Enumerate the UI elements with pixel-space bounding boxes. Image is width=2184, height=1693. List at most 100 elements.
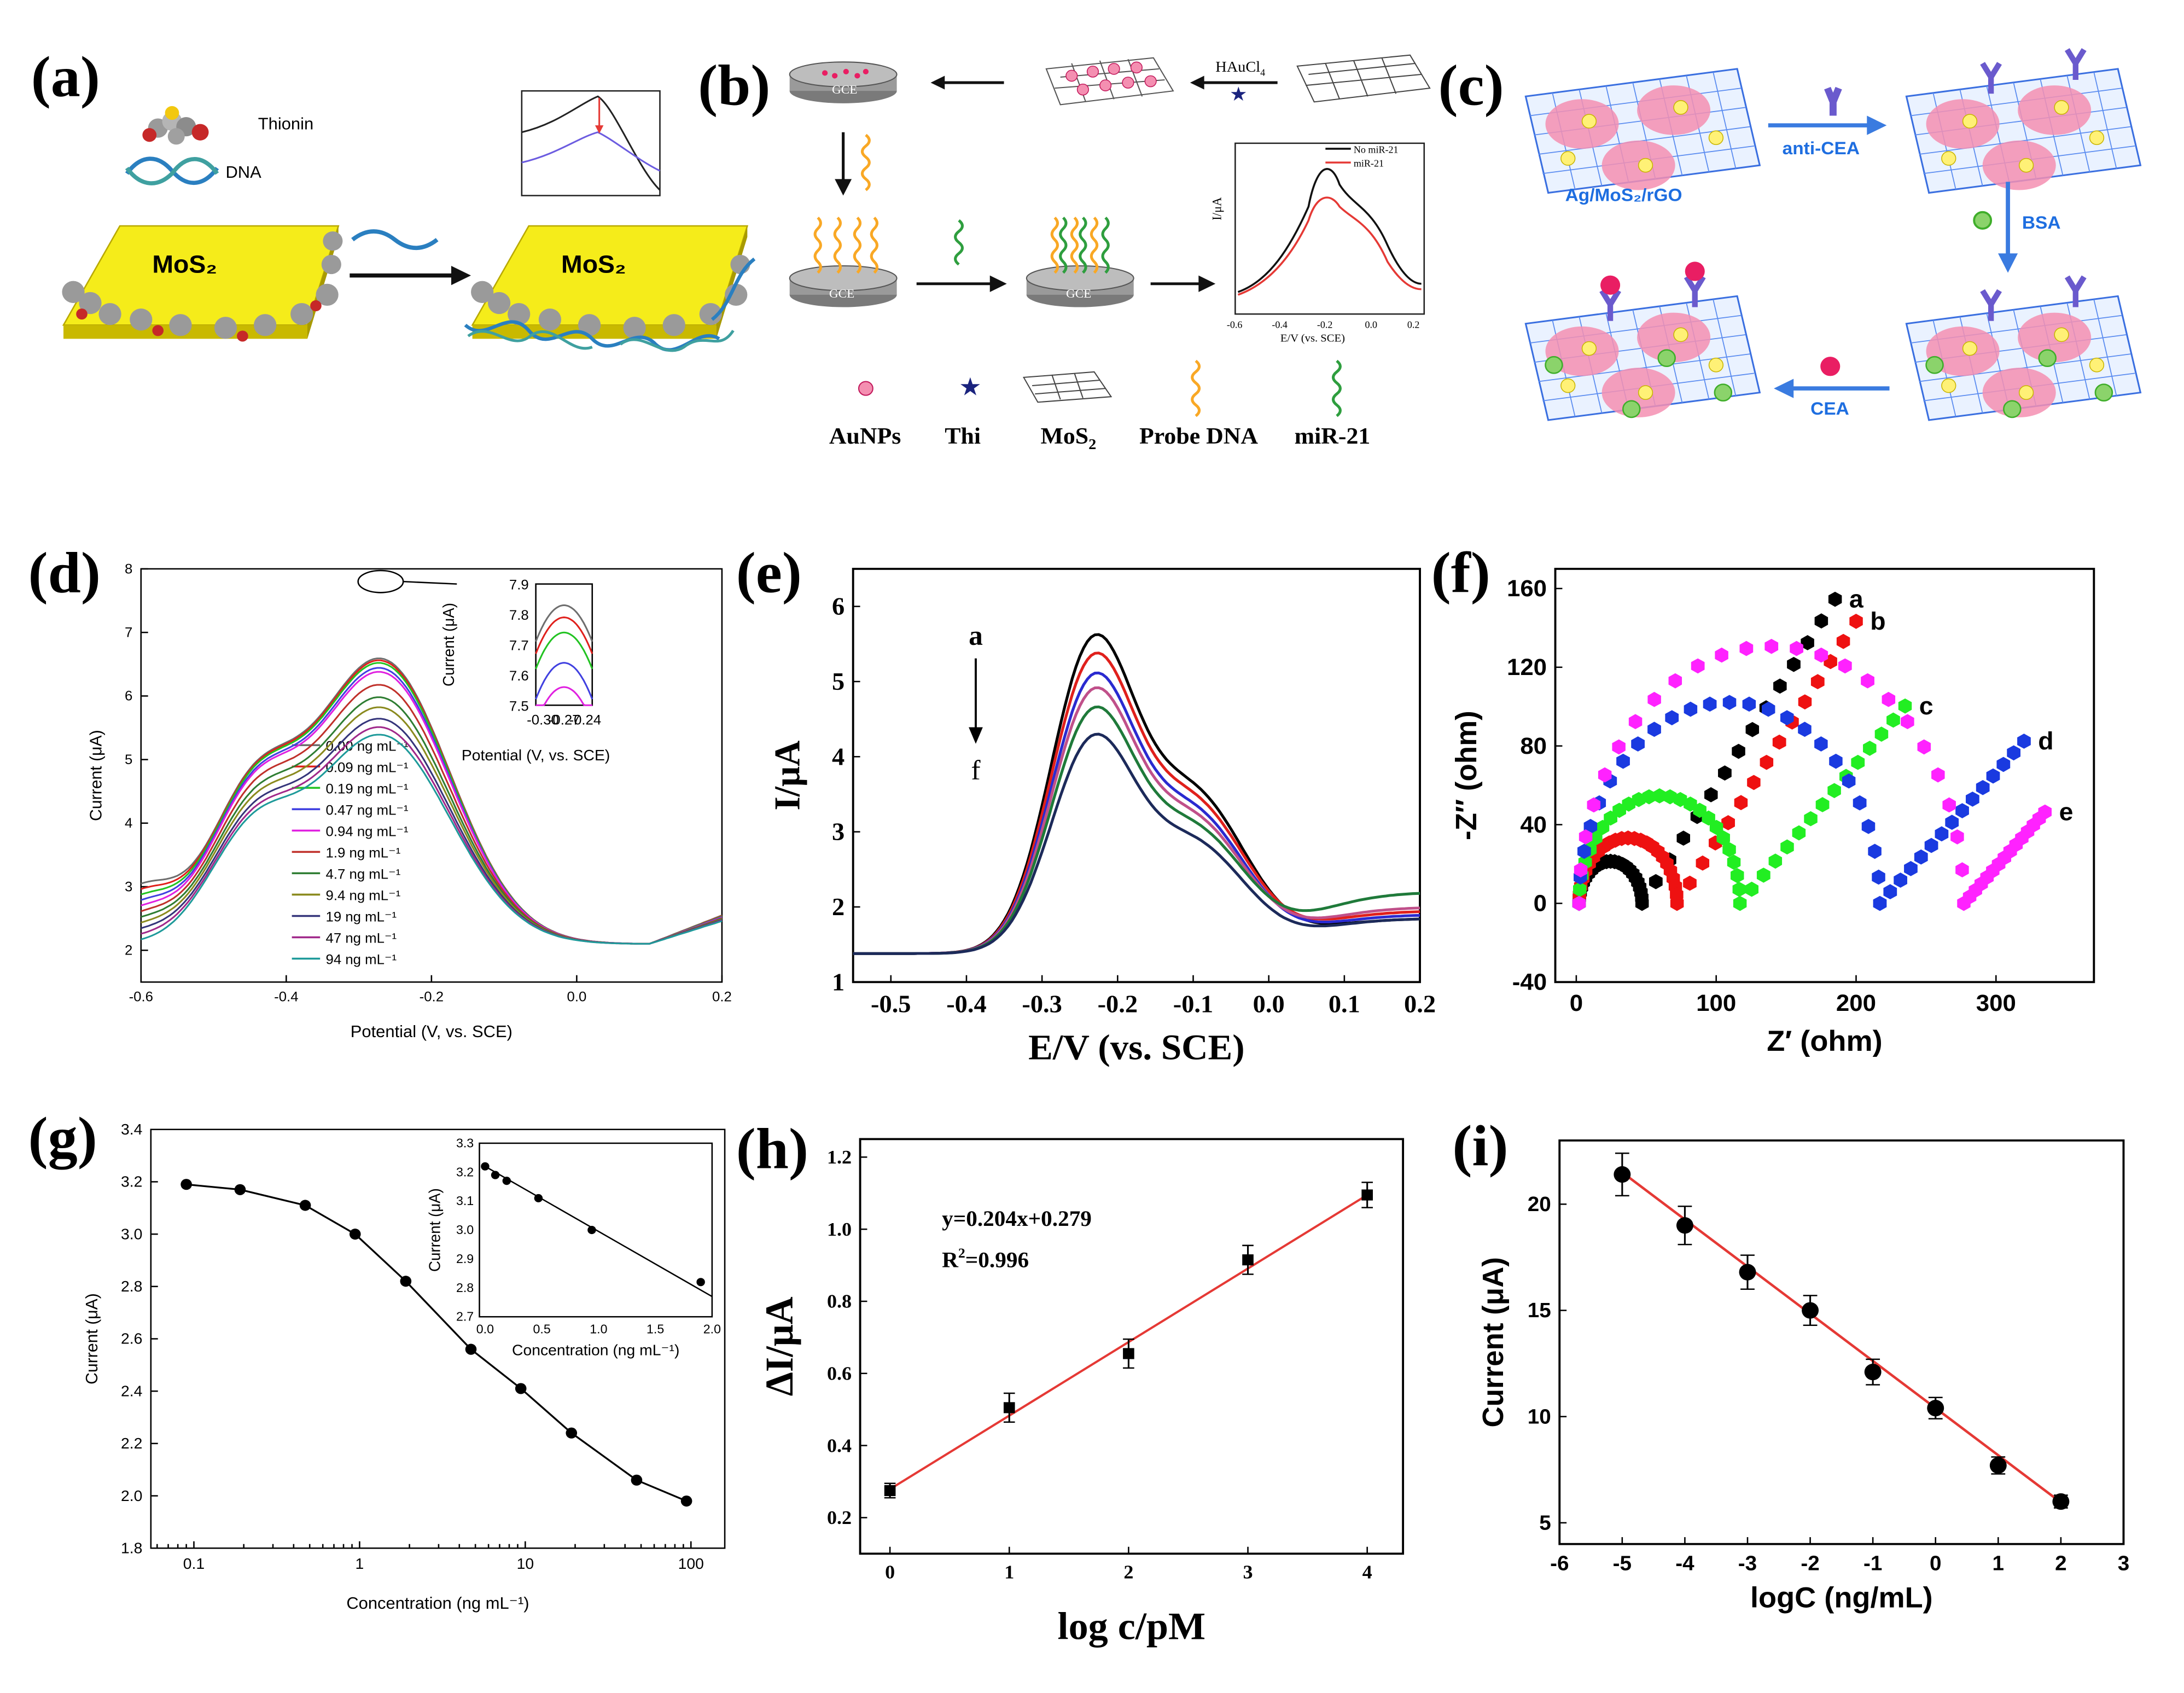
ag-nanoparticle bbox=[1560, 378, 1576, 393]
y-tick-label: 3.2 bbox=[121, 1173, 142, 1190]
panel-c-label: (c) bbox=[1438, 54, 1504, 118]
x-tick-label: -0.4 bbox=[274, 990, 298, 1005]
eis-point-e bbox=[1612, 739, 1626, 755]
eis-point-d bbox=[1798, 722, 1812, 737]
inset-ytick: 3.1 bbox=[456, 1194, 474, 1208]
ag-nanoparticle bbox=[1941, 151, 1956, 166]
panel-d: (d) -0.6 -0.4 -0.2 0.0 0.2 2 3 4 5 6 7 8 Potential (… bbox=[28, 542, 732, 1041]
cea-antigen bbox=[1600, 275, 1621, 295]
eis-point-a bbox=[1676, 830, 1690, 846]
cea-label: CEA bbox=[1810, 399, 1849, 419]
eis-point-d bbox=[1829, 753, 1843, 769]
eis-point-b bbox=[1798, 694, 1812, 710]
data-point-3 bbox=[1242, 1254, 1254, 1266]
y-tick-label: 6 bbox=[125, 689, 132, 704]
y-tick-label: 2.6 bbox=[121, 1330, 142, 1347]
eis-point-c bbox=[1727, 854, 1741, 870]
y-tick-label: 4 bbox=[125, 816, 132, 831]
series-line-d bbox=[853, 686, 1420, 955]
y-tick-label: 6 bbox=[832, 592, 845, 620]
x-tick-label: -1 bbox=[1863, 1552, 1882, 1575]
data-point-4 bbox=[400, 1276, 412, 1287]
inset-point-1 bbox=[491, 1171, 500, 1179]
inset-ytick: 2.7 bbox=[456, 1310, 474, 1324]
mos2-label-left: MoS₂ bbox=[152, 250, 217, 278]
inset-series-1 bbox=[535, 616, 593, 654]
data-point-2 bbox=[299, 1200, 311, 1211]
grid-line bbox=[2093, 72, 2117, 169]
eis-point-b bbox=[1849, 614, 1863, 629]
composite-sheet-1 bbox=[1905, 48, 2142, 194]
eis-point-c bbox=[1756, 868, 1771, 883]
eis-point-d bbox=[1616, 753, 1630, 769]
haucl4-label: HAuCl4 bbox=[1215, 59, 1265, 78]
eis-point-d bbox=[1868, 843, 1882, 859]
series-label-a: a bbox=[1849, 585, 1863, 613]
series-label-d: d bbox=[2038, 727, 2053, 755]
eis-point-c bbox=[1874, 726, 1889, 742]
probe-dna-legend-icon bbox=[1191, 359, 1201, 417]
x-tick-label: 2 bbox=[2055, 1552, 2067, 1575]
series-line-0 bbox=[141, 658, 723, 945]
eis-point-d bbox=[1986, 768, 2000, 784]
series-line-f bbox=[853, 732, 1420, 955]
mos2-flower bbox=[1545, 326, 1619, 376]
ag-nanoparticle bbox=[1638, 158, 1653, 173]
eis-point-e bbox=[1691, 658, 1705, 674]
eis-point-a bbox=[1801, 635, 1814, 650]
eis-point-c bbox=[1709, 819, 1723, 835]
panel-a: (a) Thionin DNA bbox=[31, 45, 756, 352]
legend-thionin-text: Thionin bbox=[258, 115, 313, 133]
eis-point-d bbox=[1853, 795, 1867, 811]
eis-point-d bbox=[1894, 872, 1908, 888]
eis-point-e bbox=[1764, 638, 1779, 654]
eis-point-a bbox=[1649, 874, 1663, 889]
eis-point-c bbox=[1827, 783, 1841, 799]
legend-aunps: AuNPs bbox=[829, 423, 901, 449]
legend-label-1: 0.09 ng mL⁻¹ bbox=[326, 760, 409, 776]
eis-point-d bbox=[1577, 843, 1591, 859]
composite-sheet-2 bbox=[1905, 275, 2142, 421]
x-tick-label: 1 bbox=[1004, 1561, 1014, 1583]
grid-line bbox=[1713, 299, 1737, 397]
graphene-sheet-icon bbox=[1296, 54, 1431, 103]
gce-electrode-hybrid bbox=[1026, 217, 1134, 307]
eis-point-d bbox=[1996, 757, 2011, 772]
inset-b-ylabel: I/μA bbox=[1210, 197, 1224, 220]
eis-point-c bbox=[1804, 811, 1818, 827]
data-point-5 bbox=[465, 1343, 477, 1355]
x-tick-label: -0.2 bbox=[1098, 990, 1138, 1017]
eis-point-d bbox=[1722, 695, 1737, 711]
series-line-b bbox=[853, 651, 1420, 955]
inset-ytick: 7.6 bbox=[509, 668, 529, 684]
data-point-2 bbox=[1123, 1348, 1134, 1359]
inset-ytick: 3.0 bbox=[456, 1223, 474, 1237]
y-tick-label: 2.2 bbox=[121, 1435, 142, 1452]
inset-ylabel: Current (μA) bbox=[440, 603, 457, 686]
data-point-3 bbox=[1802, 1302, 1819, 1319]
eis-point-e bbox=[1838, 658, 1852, 674]
eis-point-e bbox=[1579, 829, 1593, 845]
y-tick-label: 3.0 bbox=[121, 1226, 142, 1243]
x-tick-label: 300 bbox=[1976, 991, 2016, 1016]
x-tick-label: 100 bbox=[1696, 991, 1736, 1016]
series-label-e: e bbox=[2059, 798, 2074, 825]
aunp-dots bbox=[1065, 61, 1157, 96]
bsa-blocker bbox=[1545, 356, 1563, 374]
arrow-start-label: a bbox=[969, 621, 983, 651]
panel-d-label: (d) bbox=[28, 542, 101, 606]
eis-point-c bbox=[1663, 789, 1677, 805]
eis-point-d bbox=[1861, 818, 1876, 834]
panel-d-chart: -0.6 -0.4 -0.2 0.0 0.2 2 3 4 5 6 7 8 Potential (V, v… bbox=[86, 562, 732, 1041]
antibody-icon bbox=[1980, 289, 2002, 321]
x-tick-label: -2 bbox=[1801, 1552, 1819, 1575]
data-point-0 bbox=[1614, 1166, 1631, 1183]
mos2-flower bbox=[1637, 85, 1711, 135]
ag-nanoparticle bbox=[1673, 100, 1688, 115]
dna-helix-icon bbox=[125, 156, 219, 185]
antibody-icon bbox=[1599, 289, 1621, 321]
eis-point-c bbox=[1815, 797, 1830, 812]
data-point-7 bbox=[566, 1427, 578, 1439]
eis-point-c bbox=[1851, 754, 1865, 770]
